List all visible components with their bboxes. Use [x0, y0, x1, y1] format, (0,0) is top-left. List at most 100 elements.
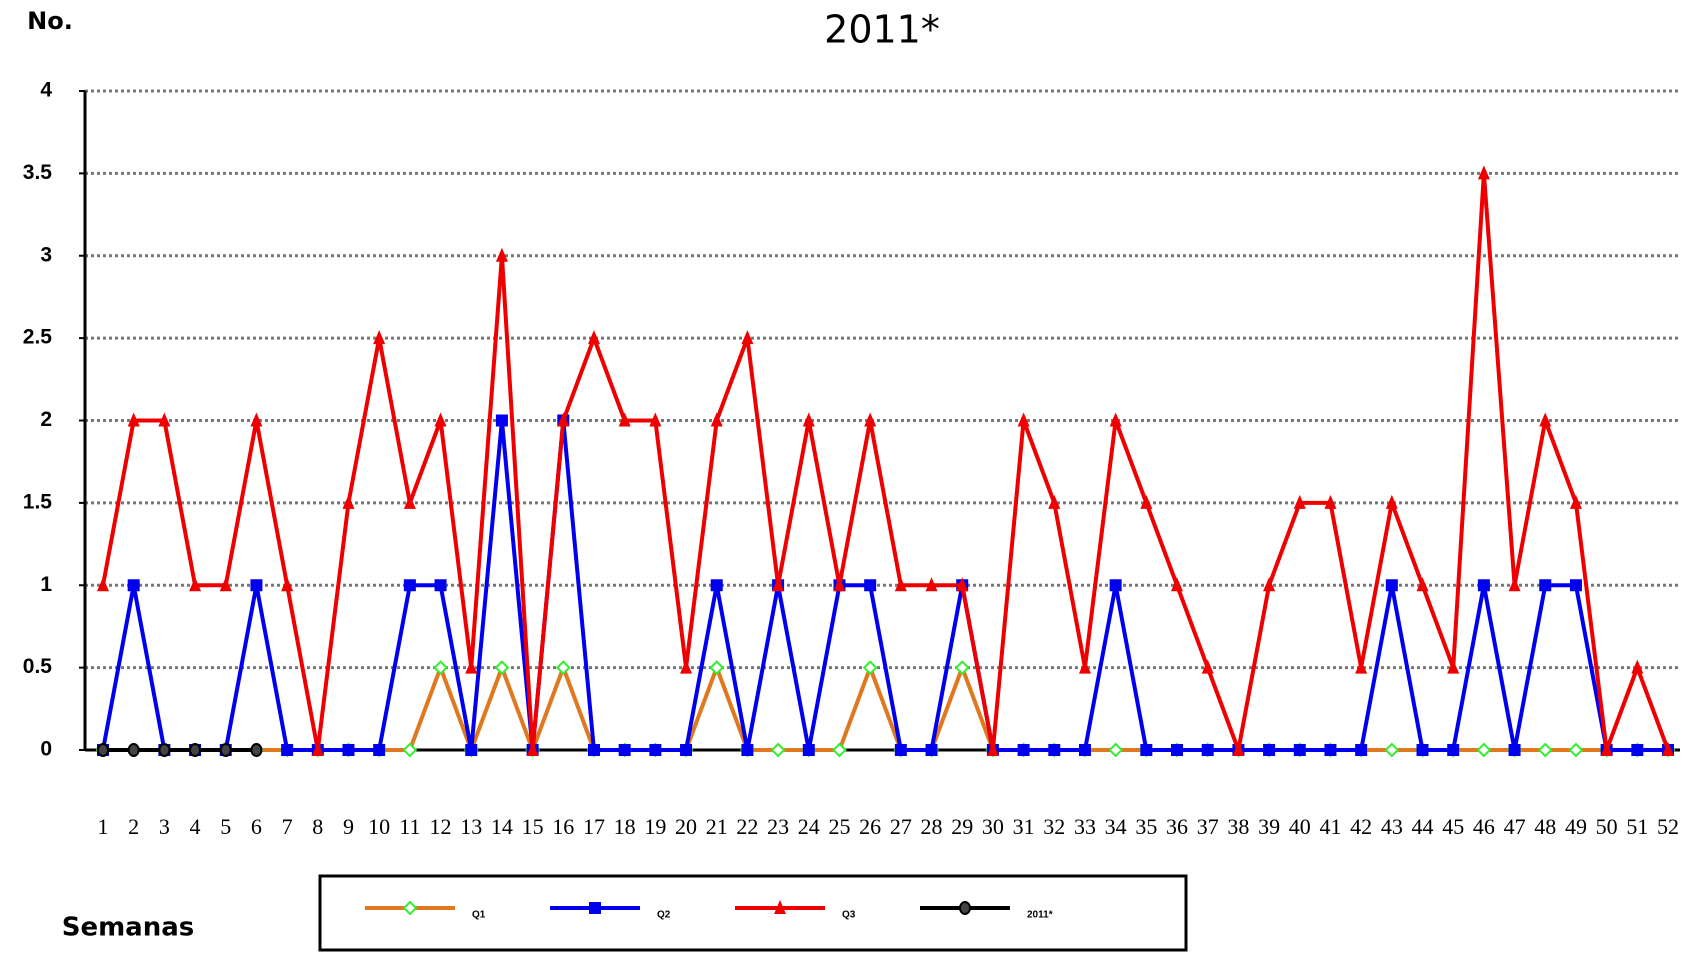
x-tick-label: 51: [1626, 814, 1648, 839]
data-point: [772, 577, 785, 592]
x-tick-label: 46: [1473, 814, 1495, 839]
series-line: [101, 418, 1668, 752]
x-tick-label: 38: [1227, 814, 1249, 839]
data-point: [802, 744, 815, 756]
x-tick-label: 28: [921, 814, 943, 839]
x-axis-label: Semanas: [62, 913, 195, 943]
data-point: [1078, 659, 1091, 674]
data-point: [1140, 494, 1153, 509]
legend-label: Q1: [472, 910, 486, 921]
data-point: [281, 744, 294, 756]
data-point: [1293, 744, 1306, 756]
data-point: [557, 412, 570, 427]
data-point: [1508, 744, 1521, 756]
data-point: [158, 412, 171, 427]
data-point: [1631, 744, 1644, 756]
x-tick-label: 32: [1043, 814, 1065, 839]
data-point: [465, 659, 478, 674]
data-point: [862, 660, 878, 676]
data-point: [495, 414, 508, 427]
data-point: [127, 412, 140, 427]
data-point: [833, 577, 846, 592]
data-point: [1447, 744, 1460, 756]
data-point: [1355, 659, 1368, 674]
data-point: [97, 743, 109, 757]
x-tick-label: 17: [583, 814, 605, 839]
x-tick-label: 7: [282, 814, 293, 839]
data-point: [1324, 744, 1337, 756]
data-point: [1416, 744, 1429, 756]
x-tick-label: 23: [767, 814, 789, 839]
data-point: [1569, 579, 1582, 592]
data-point: [495, 247, 508, 262]
series-line: [101, 171, 1670, 752]
chart-title: 2011*: [824, 8, 940, 52]
x-tick-label: 45: [1442, 814, 1464, 839]
legend-label: Q3: [842, 910, 856, 921]
data-point: [1232, 742, 1245, 756]
data-point: [1171, 744, 1184, 756]
x-tick-label: 49: [1565, 814, 1587, 839]
legend-label: Q2: [657, 910, 671, 921]
y-tick-label: 3: [40, 243, 52, 266]
data-point: [219, 577, 232, 592]
x-tick-label: 10: [368, 814, 390, 839]
data-point: [1201, 659, 1214, 674]
data-point: [434, 579, 447, 592]
series-line: [103, 665, 1668, 752]
x-tick-label: 15: [522, 814, 544, 839]
data-point: [618, 744, 631, 756]
data-point: [925, 577, 938, 592]
x-tick-label: 11: [399, 814, 420, 839]
data-point: [649, 412, 662, 427]
data-point: [526, 742, 539, 756]
data-point: [1416, 577, 1429, 592]
x-tick-label: 24: [798, 814, 820, 839]
data-point: [741, 330, 754, 345]
data-point: [403, 579, 416, 592]
data-point: [465, 744, 478, 756]
data-point: [1017, 744, 1030, 756]
x-tick-label: 3: [159, 814, 170, 839]
data-point: [1355, 744, 1368, 756]
data-point: [1600, 742, 1613, 756]
x-tick-label: 29: [951, 814, 973, 839]
data-point: [189, 743, 202, 757]
x-tick-label: 13: [460, 814, 482, 839]
data-point: [587, 330, 600, 345]
data-point: [1385, 579, 1398, 592]
x-tick-label: 36: [1166, 814, 1188, 839]
x-tick-label: 41: [1319, 814, 1341, 839]
x-tick-label: 43: [1381, 814, 1403, 839]
data-point: [1477, 165, 1490, 180]
data-point: [1539, 579, 1552, 592]
data-point: [1662, 742, 1674, 756]
data-point: [1171, 577, 1184, 592]
x-tick-label: 34: [1105, 814, 1127, 839]
x-tick-label: 1: [98, 814, 109, 839]
data-point: [1108, 742, 1124, 758]
data-point: [1569, 494, 1582, 509]
data-point: [709, 660, 725, 676]
x-tick-label: 6: [251, 814, 262, 839]
data-point: [555, 660, 571, 676]
x-tick-label: 25: [828, 814, 850, 839]
data-point: [1048, 494, 1061, 509]
data-point: [342, 494, 355, 509]
data-point: [710, 412, 723, 427]
x-tick-label: 40: [1289, 814, 1311, 839]
data-point: [710, 579, 723, 592]
x-tick-label: 33: [1074, 814, 1096, 839]
x-tick-label: 31: [1013, 814, 1035, 839]
data-point: [250, 412, 263, 427]
x-tick-label: 26: [859, 814, 881, 839]
data-point: [741, 744, 754, 756]
legend-box: [318, 874, 1188, 952]
data-point: [1109, 579, 1122, 592]
data-point: [158, 743, 171, 757]
data-point: [1048, 744, 1061, 756]
data-point: [1109, 412, 1122, 427]
data-point: [373, 330, 386, 345]
data-point: [219, 743, 232, 757]
x-tick-label: 44: [1412, 814, 1434, 839]
